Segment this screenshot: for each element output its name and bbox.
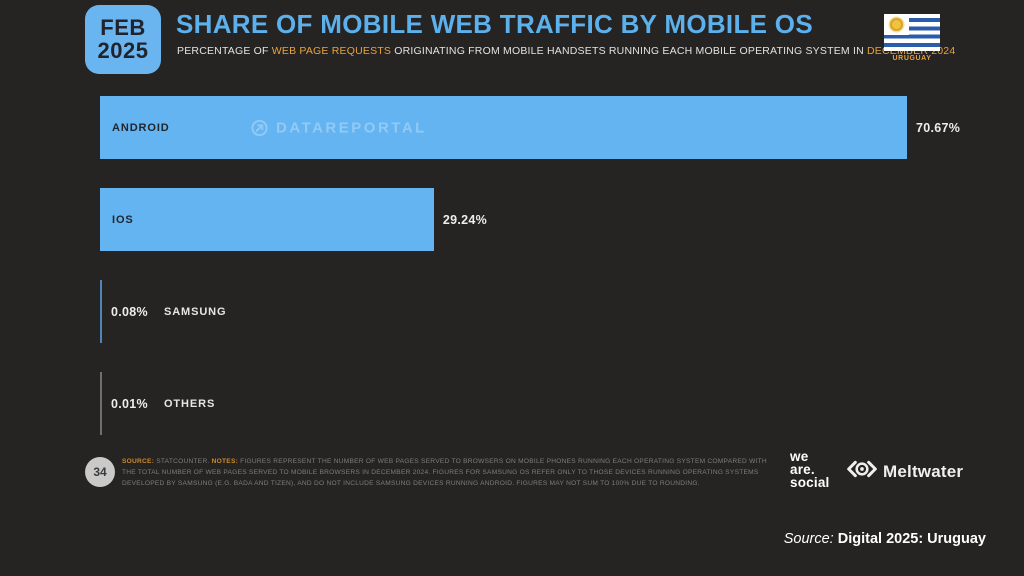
uruguay-flag-icon bbox=[884, 14, 940, 51]
source-label: SOURCE: bbox=[122, 458, 155, 465]
flag-canton bbox=[884, 14, 909, 35]
country-label: URUGUAY bbox=[892, 55, 932, 62]
subtitle-highlight-web-page-requests: WEB PAGE REQUESTS bbox=[271, 45, 392, 57]
page-title: SHARE OF MOBILE WEB TRAFFIC BY MOBILE OS bbox=[176, 9, 813, 39]
bottom-source-prefix: Source: bbox=[783, 531, 838, 547]
we-are-social-line1: we bbox=[790, 449, 809, 464]
bar-row-others: 0.01% OTHERS bbox=[100, 372, 1024, 435]
bar-value-samsung: 0.08% bbox=[111, 304, 148, 319]
datareportal-watermark: DATAREPORTAL bbox=[250, 118, 427, 137]
page-number-badge: 34 bbox=[85, 457, 115, 487]
bottom-source-title: Digital 2025: Uruguay bbox=[837, 531, 986, 547]
subtitle-prefix: PERCENTAGE OF bbox=[177, 45, 272, 57]
subtitle-middle: ORIGINATING FROM MOBILE HANDSETS RUNNING… bbox=[391, 45, 867, 57]
datareportal-watermark-text: DATAREPORTAL bbox=[276, 119, 427, 136]
country-flag-block: URUGUAY bbox=[884, 14, 940, 62]
source-text: STATCOUNTER. bbox=[154, 458, 212, 465]
bottom-source-line: Source: Digital 2025: Uruguay bbox=[784, 531, 986, 547]
meltwater-logo: Meltwater bbox=[845, 459, 963, 484]
bar-row-android: ANDROID DATAREPORTAL 70.67% bbox=[100, 96, 1024, 159]
datareportal-logo-icon bbox=[251, 119, 268, 136]
bar-samsung bbox=[100, 280, 102, 343]
notes-text: FIGURES REPRESENT THE NUMBER OF WEB PAGE… bbox=[122, 458, 767, 487]
bar-value-android: 70.67% bbox=[916, 120, 961, 135]
sun-of-may-icon bbox=[890, 18, 903, 31]
page-subtitle: PERCENTAGE OF WEB PAGE REQUESTS ORIGINAT… bbox=[177, 45, 955, 57]
bar-label-others: OTHERS bbox=[163, 397, 216, 410]
meltwater-eye-icon bbox=[845, 459, 879, 484]
bar-label-android: ANDROID bbox=[112, 121, 170, 134]
we-are-social-line3: social bbox=[790, 475, 830, 491]
date-badge-year: 2025 bbox=[97, 37, 149, 63]
bar-value-ios: 29.24% bbox=[442, 212, 488, 227]
meltwater-label: Meltwater bbox=[883, 461, 964, 481]
we-are-social-line2: are. bbox=[790, 462, 815, 478]
date-badge-month: FEB bbox=[100, 14, 146, 40]
bar-value-others: 0.01% bbox=[111, 396, 148, 411]
bar-chart: ANDROID DATAREPORTAL 70.67% IOS 29.24% 0.08% S… bbox=[100, 96, 1024, 464]
bar-ios: IOS bbox=[100, 188, 434, 251]
bar-label-ios: IOS bbox=[112, 213, 134, 226]
bar-label-samsung: SAMSUNG bbox=[163, 305, 227, 318]
date-badge: FEB 2025 bbox=[85, 5, 161, 74]
bar-android: ANDROID DATAREPORTAL bbox=[100, 96, 907, 159]
notes-label: NOTES: bbox=[211, 458, 239, 465]
bar-row-samsung: 0.08% SAMSUNG bbox=[100, 280, 1024, 343]
bar-others bbox=[100, 372, 102, 435]
we-are-social-logo: we are. social bbox=[790, 450, 829, 490]
source-notes: SOURCE: STATCOUNTER. NOTES: FIGURES REPR… bbox=[122, 457, 774, 490]
bar-row-ios: IOS 29.24% bbox=[100, 188, 1024, 251]
